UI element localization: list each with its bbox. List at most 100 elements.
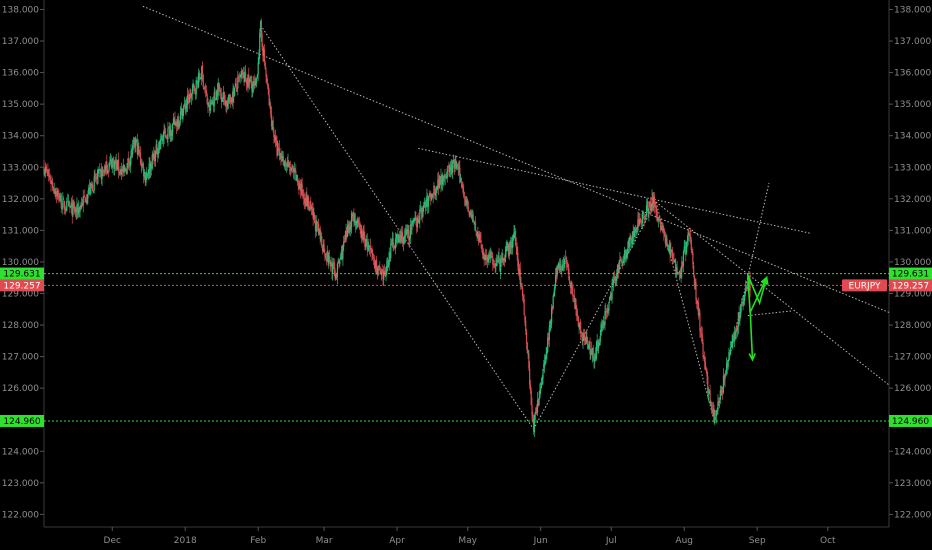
candle-body <box>653 197 655 205</box>
candle-body <box>434 192 437 197</box>
candle-body <box>515 244 517 248</box>
candle-body <box>107 170 109 171</box>
time-tick-sep: Sep <box>749 536 766 546</box>
candle-body <box>680 273 682 277</box>
candle-body <box>462 187 464 193</box>
candle-body <box>538 398 540 406</box>
candle-body <box>698 312 700 315</box>
candle-body <box>472 214 474 222</box>
projection-arrow-3[interactable] <box>749 309 754 360</box>
candle-body <box>237 76 240 78</box>
candle-body <box>229 94 231 100</box>
candle-body <box>83 195 85 198</box>
candle-body <box>722 390 724 393</box>
candle-body <box>294 169 296 172</box>
candle-body <box>439 176 441 185</box>
candle-body <box>438 176 441 188</box>
candle-body <box>441 174 444 185</box>
candle-body <box>135 140 138 142</box>
candle-body <box>234 87 236 96</box>
candle-body <box>318 228 320 235</box>
candle-body <box>689 235 692 240</box>
candle-body <box>237 77 239 89</box>
candle-body <box>161 139 164 141</box>
candle-body <box>230 99 232 102</box>
candle-body <box>732 336 734 343</box>
candle-body <box>241 70 244 74</box>
candle-body <box>139 152 141 154</box>
trendline-1[interactable] <box>142 5 890 313</box>
candle-body <box>235 83 237 87</box>
candle-body <box>407 229 409 234</box>
trendline-5[interactable] <box>533 201 657 430</box>
candle-body <box>212 100 215 107</box>
candle-body <box>709 390 711 404</box>
candle-body <box>120 169 122 175</box>
candle-body <box>127 158 129 163</box>
candle-body <box>548 327 550 340</box>
candle-body <box>212 101 214 104</box>
candle-body <box>386 261 388 272</box>
candle-body <box>69 206 71 208</box>
candle-body <box>139 152 142 163</box>
candle-body <box>521 289 524 297</box>
candle-body <box>125 171 127 174</box>
candle-body <box>254 82 256 86</box>
candle-body <box>204 86 206 90</box>
candle-body <box>231 97 233 102</box>
candle-body <box>379 267 381 271</box>
candle-body <box>693 265 695 276</box>
candle-body <box>590 350 592 354</box>
candle-body <box>328 256 331 262</box>
candle-body <box>361 230 364 240</box>
time-tick-jul: Jul <box>605 536 617 546</box>
candle-body <box>278 147 280 156</box>
candle-body <box>389 252 391 259</box>
trendline-4[interactable] <box>260 24 534 430</box>
candle-body <box>363 231 365 238</box>
candle-body <box>477 233 479 237</box>
candle-body <box>635 227 637 233</box>
candle-body <box>95 176 97 179</box>
resistance-left-badge-value: 129.631 <box>3 270 40 280</box>
projection-arrowhead-2 <box>760 276 768 285</box>
candle-body <box>563 262 565 264</box>
candle-body <box>395 238 397 241</box>
candle-body <box>157 152 159 155</box>
candle-body <box>704 356 706 362</box>
candle-body <box>320 236 322 241</box>
candle-body <box>588 341 590 344</box>
candle-body <box>197 81 199 88</box>
right-price-tick: 129.000 <box>894 289 931 299</box>
candle-body <box>226 102 229 108</box>
trendline-7[interactable] <box>714 182 770 423</box>
candle-body <box>707 393 710 395</box>
candle-body <box>465 201 467 205</box>
candle-body <box>173 119 175 121</box>
right-price-tick: 137.000 <box>894 37 931 47</box>
trendline-8[interactable] <box>747 310 793 317</box>
candle-body <box>251 83 253 92</box>
candle-body <box>252 85 254 92</box>
candle-body <box>567 266 569 271</box>
candle-body <box>128 158 130 164</box>
trendline-2[interactable] <box>418 147 812 235</box>
candle-body <box>543 361 546 366</box>
candle-body <box>414 216 416 219</box>
candle-body <box>727 359 729 368</box>
candle-body <box>372 257 375 258</box>
candle-body <box>634 229 637 233</box>
candle-body <box>550 322 552 325</box>
candle-body <box>656 217 659 222</box>
candle-body <box>375 259 377 268</box>
candle-body <box>661 226 663 231</box>
candle-body <box>445 176 448 178</box>
trendline-3[interactable] <box>655 201 890 386</box>
candle-body <box>478 234 481 241</box>
candle-body <box>207 102 209 108</box>
projection-arrow-1[interactable] <box>747 274 768 306</box>
candle-body <box>149 163 151 172</box>
candle-body <box>388 252 390 265</box>
candle-body <box>428 195 430 197</box>
